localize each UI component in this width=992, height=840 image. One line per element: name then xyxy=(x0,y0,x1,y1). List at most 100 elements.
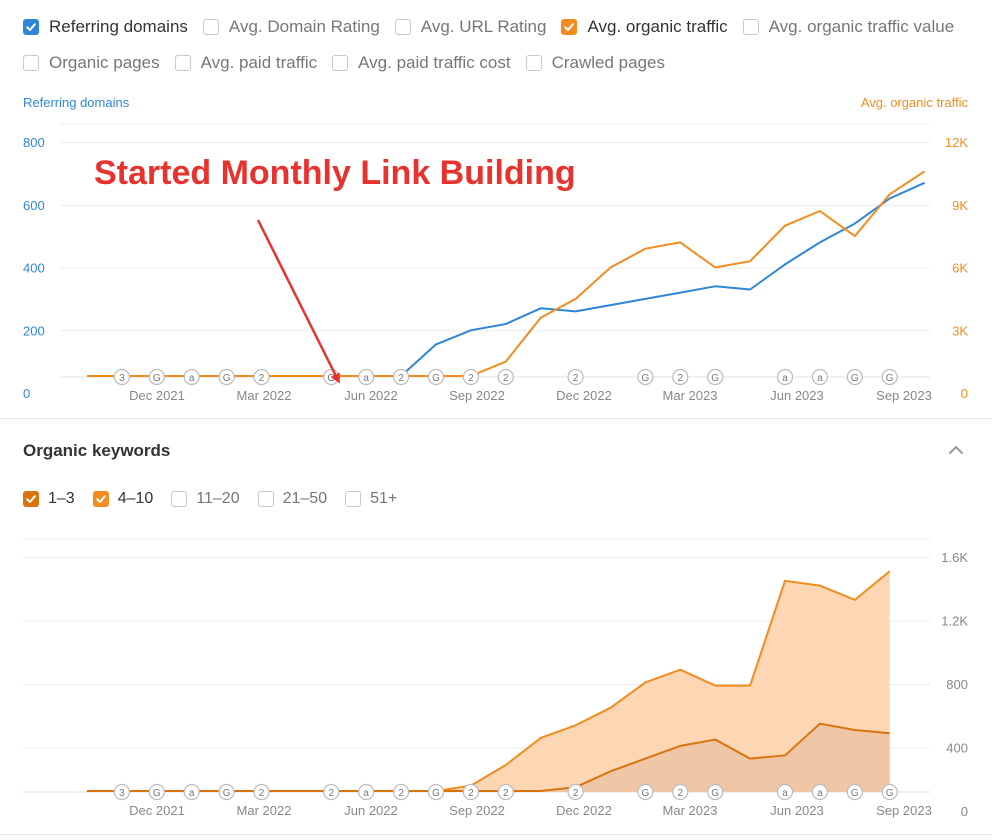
event-marker-circle xyxy=(393,368,410,386)
event-marker[interactable]: G xyxy=(218,783,235,801)
event-marker[interactable]: G xyxy=(707,783,724,801)
event-marker-circle xyxy=(323,783,340,801)
checkbox-label: 11–20 xyxy=(196,490,240,507)
event-marker[interactable]: G xyxy=(846,368,863,386)
checkbox-label: Avg. paid traffic xyxy=(200,53,318,72)
checkbox-unchecked-icon[interactable] xyxy=(174,55,191,71)
checkbox-organic-pages[interactable]: Organic pages xyxy=(23,53,160,73)
checkbox-21-50[interactable]: 21–50 xyxy=(257,490,327,508)
event-marker[interactable]: a xyxy=(811,368,829,386)
event-marker[interactable]: 2 xyxy=(253,783,270,801)
checkbox-11-20[interactable]: 11–20 xyxy=(171,490,240,508)
checkbox-51[interactable]: 51+ xyxy=(345,490,397,508)
event-marker[interactable]: G xyxy=(637,368,654,386)
event-marker[interactable]: a xyxy=(358,783,375,801)
x-tick-label: Dec 2022 xyxy=(556,803,612,818)
event-marker[interactable]: G xyxy=(881,783,898,801)
x-tick-label: Jun 2023 xyxy=(770,803,824,818)
event-marker-label: G xyxy=(223,788,231,799)
event-marker[interactable]: a xyxy=(183,783,200,801)
checkbox-avg-domain-rating[interactable]: Avg. Domain Rating xyxy=(202,17,380,37)
checkbox-avg-url-rating[interactable]: Avg. URL Rating xyxy=(394,17,547,37)
metric-checkbox-row-1: Referring domains Avg. Domain Rating Avg. … xyxy=(23,17,954,37)
chevron-up-icon[interactable] xyxy=(946,440,966,460)
event-marker[interactable]: G xyxy=(846,783,863,801)
checkbox-unchecked-icon[interactable] xyxy=(171,491,188,507)
event-marker[interactable]: 2 xyxy=(462,368,479,386)
checkbox-unchecked-icon[interactable] xyxy=(257,491,274,507)
event-marker[interactable]: G xyxy=(707,368,724,386)
event-marker[interactable]: G xyxy=(148,783,165,801)
event-marker[interactable]: 3 xyxy=(113,783,131,801)
event-marker[interactable]: 2 xyxy=(567,783,584,801)
checkbox-unchecked-icon[interactable] xyxy=(394,19,411,35)
checkbox-checked-icon[interactable] xyxy=(23,491,39,507)
event-marker[interactable]: G xyxy=(881,368,898,386)
event-marker[interactable]: 3 xyxy=(113,368,131,386)
event-marker[interactable]: a xyxy=(811,783,829,801)
event-marker-circle xyxy=(358,368,375,386)
event-marker[interactable]: 2 xyxy=(323,783,340,801)
event-marker-circle xyxy=(707,368,724,386)
event-marker[interactable]: 2 xyxy=(567,368,584,386)
checkbox-label: Avg. URL Rating xyxy=(420,17,547,36)
right-tick-label: 12K xyxy=(945,135,968,150)
event-marker[interactable]: 2 xyxy=(672,783,689,801)
x-tick-label: Sep 2023 xyxy=(876,803,932,818)
event-marker[interactable]: 2 xyxy=(253,368,270,386)
event-marker[interactable]: G xyxy=(427,368,445,386)
checkbox-unchecked-icon[interactable] xyxy=(202,19,219,35)
right-tick-label: 6K xyxy=(952,261,968,276)
checkbox-unchecked-icon[interactable] xyxy=(23,55,39,71)
checkbox-avg-organic-traffic-value[interactable]: Avg. organic traffic value xyxy=(742,17,955,37)
checkbox-avg-organic-traffic[interactable]: Avg. organic traffic xyxy=(561,17,728,37)
checkbox-crawled-pages[interactable]: Crawled pages xyxy=(525,53,665,73)
event-marker-label: a xyxy=(782,373,788,384)
event-marker[interactable]: a xyxy=(776,783,794,801)
x-tick-label: Dec 2021 xyxy=(129,803,185,818)
event-marker[interactable]: G xyxy=(148,368,165,386)
checkbox-unchecked-icon[interactable] xyxy=(525,55,542,71)
checkbox-label: Avg. organic traffic xyxy=(587,17,728,36)
event-marker[interactable]: 2 xyxy=(497,368,514,386)
event-marker[interactable]: 2 xyxy=(497,783,514,801)
organic-keywords-chart: 0 400 800 1.2K 1.6K Dec 2021 Mar 2022 Jun 2022 S… xyxy=(23,538,968,819)
event-marker-label: 3 xyxy=(119,373,125,384)
checkbox-checked-icon[interactable] xyxy=(92,491,109,507)
event-marker-label: a xyxy=(817,373,823,384)
event-marker-label: G xyxy=(432,788,440,799)
event-marker-circle xyxy=(462,783,479,801)
event-marker[interactable]: G xyxy=(427,783,445,801)
event-marker[interactable]: G xyxy=(218,368,235,386)
checkbox-avg-paid-traffic[interactable]: Avg. paid traffic xyxy=(174,53,318,73)
event-marker[interactable]: a xyxy=(776,368,794,386)
keyword-position-checkboxes: 1–3 4–10 11–20 21–50 51+ xyxy=(23,490,397,508)
checkbox-label: Avg. organic traffic value xyxy=(768,17,955,36)
checkbox-4-10[interactable]: 4–10 xyxy=(92,490,153,508)
checkbox-label: 1–3 xyxy=(48,490,75,507)
metric-checkbox-row-2: Organic pages Avg. paid traffic Avg. paid … xyxy=(23,53,665,73)
event-marker[interactable]: a xyxy=(183,368,200,386)
checkbox-unchecked-icon[interactable] xyxy=(742,19,759,35)
checkbox-unchecked-icon[interactable] xyxy=(332,55,349,71)
event-marker[interactable]: G xyxy=(637,783,654,801)
event-marker-label: 2 xyxy=(259,788,265,799)
event-marker-label: 2 xyxy=(678,373,684,384)
checkbox-checked-icon[interactable] xyxy=(561,19,578,35)
event-marker[interactable]: G xyxy=(323,368,340,386)
event-marker[interactable]: a xyxy=(358,368,375,386)
checkbox-1-3[interactable]: 1–3 xyxy=(23,490,75,508)
checkbox-label: 51+ xyxy=(370,490,398,507)
event-marker[interactable]: 2 xyxy=(393,368,410,386)
event-marker-circle xyxy=(393,783,410,801)
event-marker[interactable]: 2 xyxy=(462,783,479,801)
area-1-3 xyxy=(87,723,890,792)
checkbox-avg-paid-traffic-cost[interactable]: Avg. paid traffic cost xyxy=(332,53,511,73)
left-tick-label: 800 xyxy=(23,135,45,150)
event-marker[interactable]: 2 xyxy=(393,783,410,801)
event-marker[interactable]: 2 xyxy=(672,368,689,386)
checkbox-label: Organic pages xyxy=(49,53,160,72)
checkbox-referring-domains[interactable]: Referring domains xyxy=(23,17,188,37)
checkbox-checked-icon[interactable] xyxy=(23,19,39,35)
checkbox-unchecked-icon[interactable] xyxy=(345,491,362,507)
